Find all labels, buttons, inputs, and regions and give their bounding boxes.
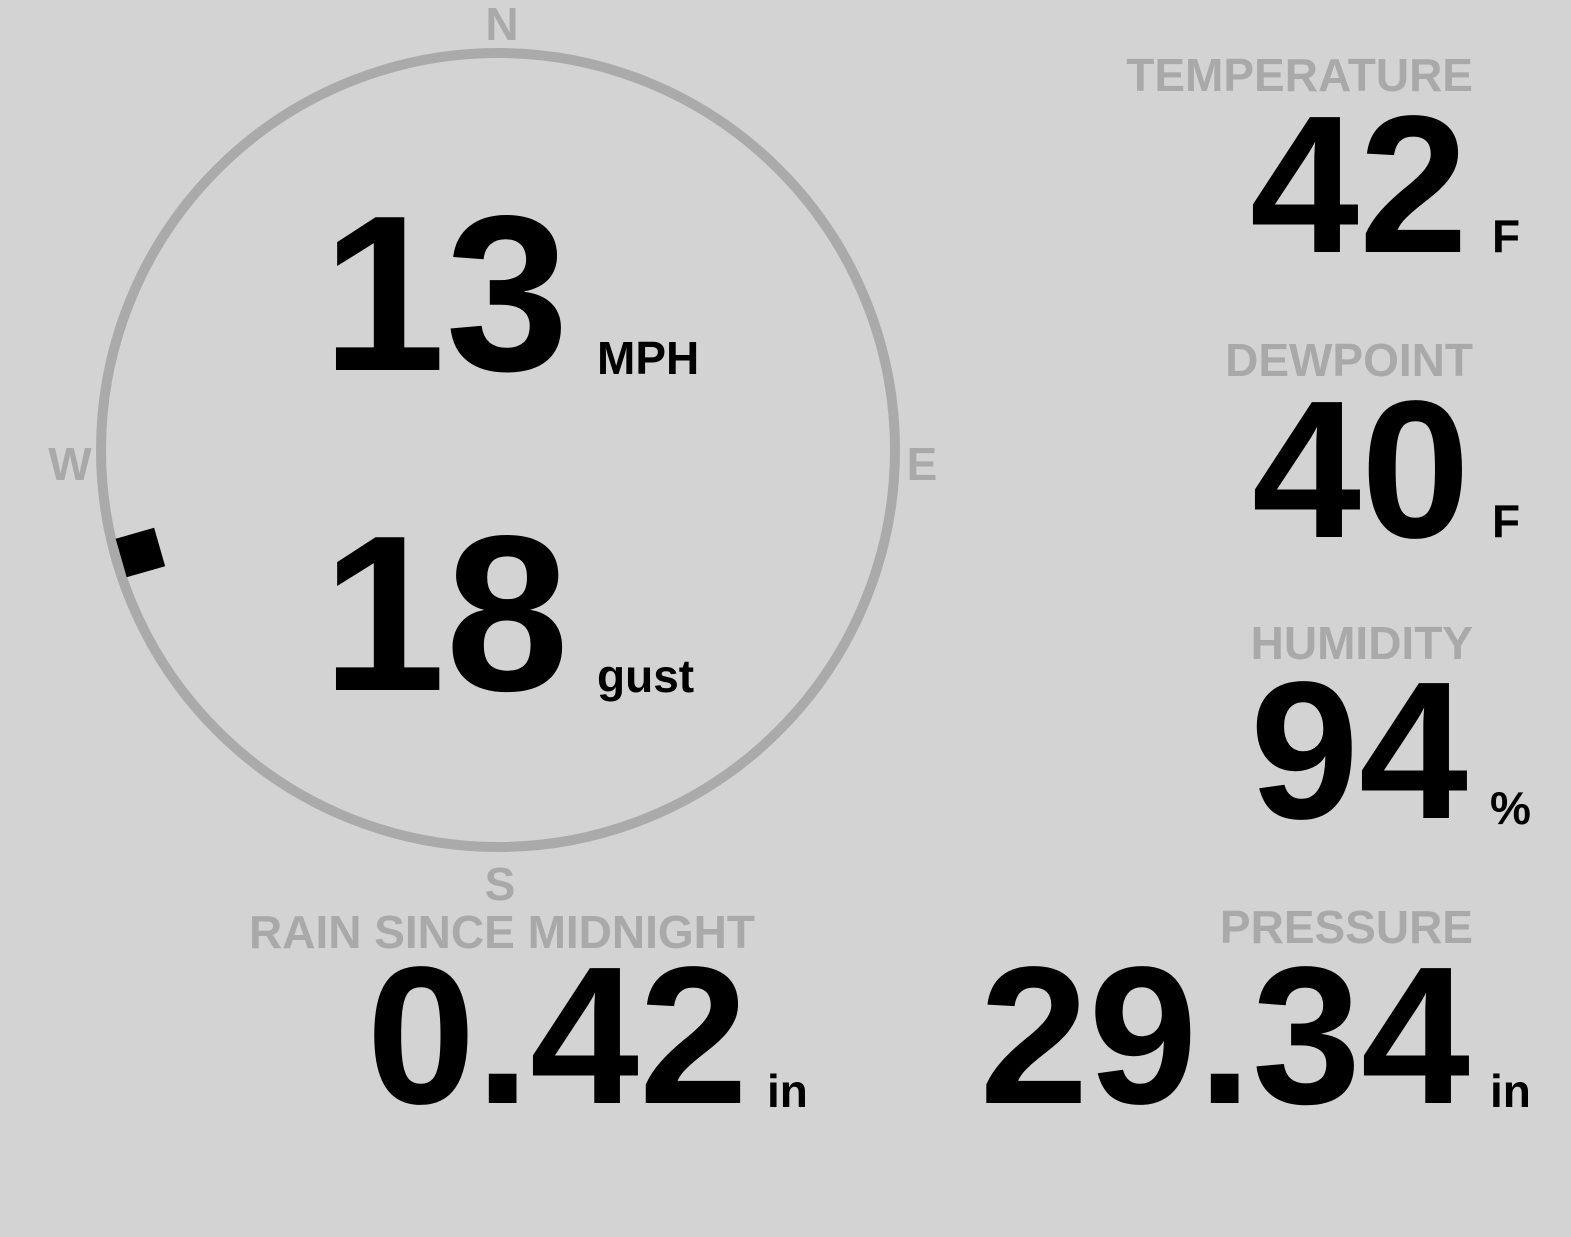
humidity-panel: HUMIDITY 94 % <box>1250 617 1531 860</box>
compass-south-label: S <box>485 858 516 910</box>
wind-gust-unit: gust <box>597 650 694 702</box>
rain-value: 0.42 <box>367 926 748 1145</box>
wind-speed-unit: MPH <box>597 332 699 384</box>
dewpoint-value: 40 <box>1252 360 1470 579</box>
pressure-value: 29.34 <box>980 926 1470 1145</box>
humidity-unit: % <box>1490 782 1531 834</box>
compass-west-label: W <box>48 438 92 490</box>
compass-ring <box>96 48 900 852</box>
wind-speed-value: 13 <box>322 170 569 418</box>
temperature-value: 42 <box>1250 75 1468 294</box>
temperature-unit: F <box>1492 210 1520 262</box>
rain-panel: RAIN SINCE MIDNIGHT 0.42 in <box>249 906 808 1145</box>
wind-direction-marker <box>115 527 166 578</box>
dewpoint-label: DEWPOINT <box>1225 334 1473 386</box>
dewpoint-unit: F <box>1492 495 1520 547</box>
rain-unit: in <box>767 1065 808 1117</box>
temperature-panel: TEMPERATURE 42 F <box>1126 49 1520 294</box>
wind-gust-value: 18 <box>322 490 569 738</box>
humidity-value: 94 <box>1250 641 1468 860</box>
pressure-panel: PRESSURE 29.34 in <box>980 901 1531 1145</box>
humidity-label: HUMIDITY <box>1251 617 1473 669</box>
pressure-unit: in <box>1490 1065 1531 1117</box>
pressure-label: PRESSURE <box>1220 901 1473 953</box>
compass-east-label: E <box>907 438 938 490</box>
wind-compass: N E S W 13 MPH 18 gust <box>48 0 937 910</box>
dewpoint-panel: DEWPOINT 40 F <box>1225 334 1520 579</box>
compass-north-label: N <box>485 0 518 50</box>
rain-label: RAIN SINCE MIDNIGHT <box>249 906 755 958</box>
temperature-label: TEMPERATURE <box>1126 49 1473 101</box>
